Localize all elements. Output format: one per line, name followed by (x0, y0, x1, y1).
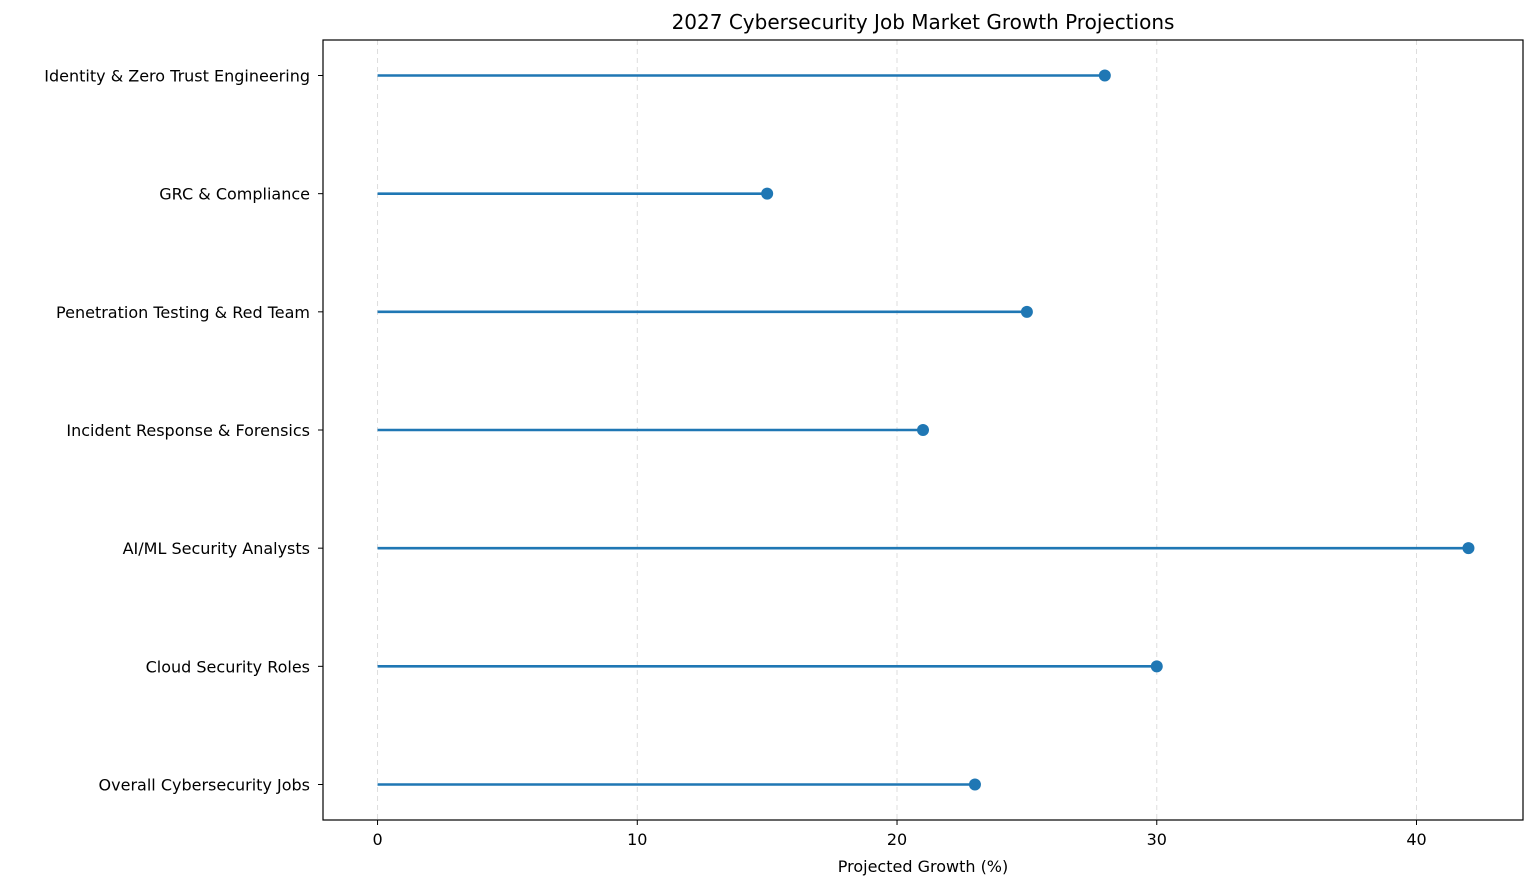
x-tick-label: 10 (627, 830, 647, 849)
lollipop-point (1020, 305, 1033, 318)
y-tick-label: AI/ML Security Analysts (123, 539, 310, 558)
y-tick-label: Incident Response & Forensics (66, 421, 310, 440)
y-tick-label: GRC & Compliance (159, 185, 310, 204)
lollipop-point (968, 778, 981, 791)
y-tick-label: Overall Cybersecurity Jobs (99, 776, 310, 795)
lollipop-point (917, 424, 929, 436)
y-tick-label: Penetration Testing & Red Team (56, 303, 310, 322)
lollipop-point (1098, 69, 1111, 82)
y-axis-ticks: Overall Cybersecurity Jobs Cloud Security… (44, 67, 323, 795)
data-marks (377, 69, 1475, 791)
lollipop-point (1462, 542, 1475, 555)
lollipop-point (761, 187, 774, 200)
x-tick-label: 0 (372, 830, 382, 849)
x-tick-label: 20 (887, 830, 907, 849)
x-tick-label: 40 (1406, 830, 1426, 849)
lollipop-point (1150, 660, 1163, 673)
y-tick-label: Identity & Zero Trust Engineering (44, 67, 310, 86)
x-axis-ticks: 0 10 20 30 40 (372, 820, 1427, 849)
y-tick-label: Cloud Security Roles (146, 657, 310, 676)
x-axis-label: Projected Growth (%) (838, 857, 1009, 876)
x-tick-label: 30 (1147, 830, 1167, 849)
chart-title: 2027 Cybersecurity Job Market Growth Pro… (672, 10, 1175, 34)
